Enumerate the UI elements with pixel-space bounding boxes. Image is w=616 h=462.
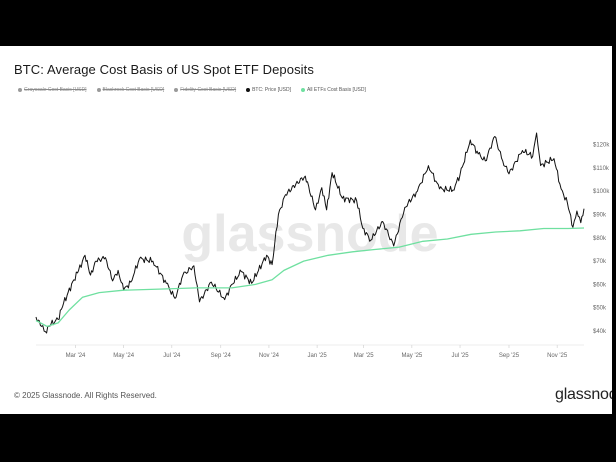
legend-label: Grayscale Cost Basis [USD] bbox=[24, 87, 87, 93]
copyright-footer: © 2025 Glassnode. All Rights Reserved. bbox=[14, 391, 157, 400]
legend-label: BTC: Price [USD] bbox=[252, 87, 291, 93]
x-tick-label: Mar '25 bbox=[354, 353, 374, 359]
x-tick-label: Sep '24 bbox=[211, 353, 232, 359]
brand-logo: glassnode bbox=[555, 386, 616, 403]
y-tick-label: $110k bbox=[593, 166, 610, 172]
chart-card: BTC: Average Cost Basis of US Spot ETF D… bbox=[0, 46, 616, 414]
x-tick-label: May '24 bbox=[113, 353, 134, 359]
x-tick-label: Sep '25 bbox=[499, 353, 520, 359]
x-tick-label: Jan '25 bbox=[308, 353, 328, 359]
x-tick-label: May '25 bbox=[401, 353, 422, 359]
legend-item[interactable]: Fidelity Cost Basis [USD] bbox=[174, 87, 236, 93]
legend-item[interactable]: BTC: Price [USD] bbox=[246, 87, 291, 93]
legend-swatch bbox=[300, 88, 305, 92]
legend-label: Blackrock Cost Basis [USD] bbox=[102, 87, 165, 93]
x-tick-label: Jul '25 bbox=[451, 353, 469, 359]
y-tick-label: $120k bbox=[593, 143, 610, 149]
legend-swatch bbox=[18, 88, 22, 92]
x-tick-label: Nov '25 bbox=[547, 353, 568, 359]
y-tick-label: $60k bbox=[593, 282, 607, 288]
watermark-text: glassnode bbox=[181, 205, 438, 263]
y-tick-label: $90k bbox=[593, 213, 607, 219]
legend-item[interactable]: All ETFs Cost Basis [USD] bbox=[300, 87, 366, 93]
legend-swatch bbox=[96, 88, 101, 92]
x-tick-label: Jul '24 bbox=[163, 353, 181, 359]
legend-item[interactable]: Grayscale Cost Basis [USD] bbox=[18, 87, 87, 93]
legend-item[interactable]: Blackrock Cost Basis [USD] bbox=[96, 87, 165, 93]
chart-legend: Grayscale Cost Basis [USD] Blackrock Cost… bbox=[18, 87, 366, 93]
chart-title: BTC: Average Cost Basis of US Spot ETF D… bbox=[14, 62, 314, 77]
y-tick-label: $40k bbox=[593, 329, 607, 335]
edge-strip bbox=[612, 46, 616, 414]
x-tick-label: Mar '24 bbox=[66, 353, 86, 359]
legend-label: Fidelity Cost Basis [USD] bbox=[180, 87, 237, 93]
y-tick-label: $50k bbox=[593, 306, 607, 312]
legend-swatch bbox=[246, 88, 251, 92]
y-tick-label: $100k bbox=[593, 189, 610, 195]
y-tick-label: $80k bbox=[593, 236, 607, 242]
legend-swatch bbox=[174, 88, 179, 92]
etf-cost-basis-line bbox=[35, 227, 585, 328]
chart-plot: glassnode $40k $50k $60k $70k $80k $90k $100k $1… bbox=[35, 132, 610, 359]
y-tick-label: $70k bbox=[593, 259, 607, 265]
legend-label: All ETFs Cost Basis [USD] bbox=[306, 87, 366, 93]
x-tick-label: Nov '24 bbox=[259, 353, 280, 359]
btc-price-line bbox=[35, 132, 585, 334]
